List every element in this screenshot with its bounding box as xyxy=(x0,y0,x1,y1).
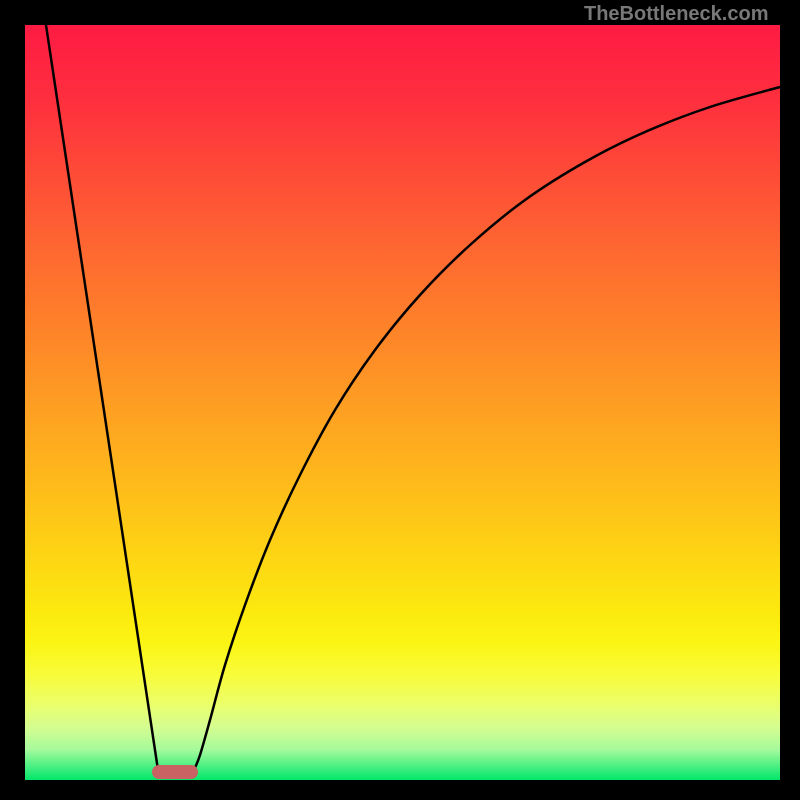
watermark-text: TheBottleneck.com xyxy=(584,3,768,26)
chart-container: TheBottleneck.com xyxy=(0,0,800,800)
bottleneck-marker xyxy=(152,765,198,779)
curves-layer xyxy=(0,0,800,800)
right-curve xyxy=(194,87,780,770)
left-curve xyxy=(46,25,158,770)
plot-area xyxy=(25,25,780,780)
